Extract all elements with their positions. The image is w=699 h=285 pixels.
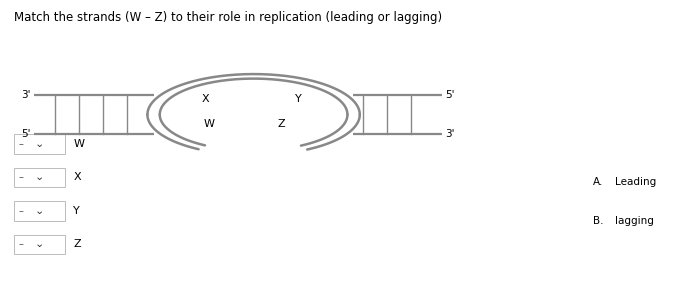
Text: X: X <box>73 172 81 182</box>
Text: ⌄: ⌄ <box>35 239 45 249</box>
Text: –: – <box>19 172 24 182</box>
Text: ⌄: ⌄ <box>35 172 45 182</box>
Text: –: – <box>19 206 24 216</box>
Text: W: W <box>73 139 85 149</box>
FancyBboxPatch shape <box>14 134 65 154</box>
Text: Y: Y <box>73 206 80 216</box>
FancyBboxPatch shape <box>14 201 65 221</box>
Text: 3': 3' <box>445 129 455 139</box>
Text: ⌄: ⌄ <box>35 206 45 216</box>
Text: Z: Z <box>278 119 284 129</box>
Text: 5': 5' <box>22 129 31 139</box>
FancyBboxPatch shape <box>14 235 65 254</box>
Text: lagging: lagging <box>614 216 654 226</box>
Text: Y: Y <box>295 94 301 104</box>
Text: W: W <box>203 119 215 129</box>
Text: Leading: Leading <box>614 177 656 187</box>
Text: –: – <box>19 139 24 149</box>
Text: X: X <box>202 94 210 104</box>
Text: –: – <box>19 239 24 249</box>
Text: B.: B. <box>593 216 603 226</box>
Text: A.: A. <box>593 177 603 187</box>
Text: 3': 3' <box>22 90 31 100</box>
FancyBboxPatch shape <box>14 168 65 187</box>
Text: Match the strands (W – Z) to their role in replication (leading or lagging): Match the strands (W – Z) to their role … <box>14 11 442 24</box>
Text: 5': 5' <box>445 90 455 100</box>
Text: ⌄: ⌄ <box>35 139 45 149</box>
Text: Z: Z <box>73 239 81 249</box>
